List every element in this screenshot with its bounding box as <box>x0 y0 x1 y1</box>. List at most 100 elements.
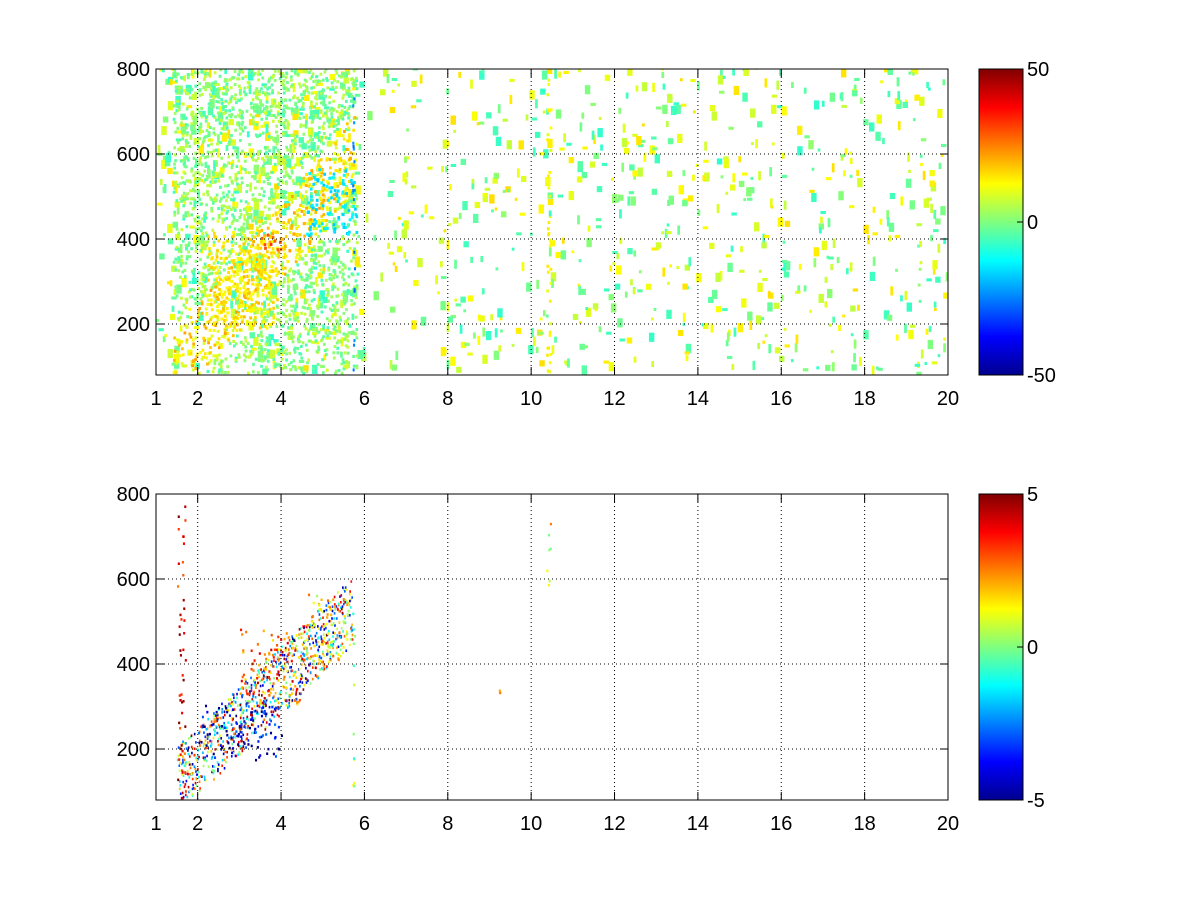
heatmap-cell <box>227 190 231 194</box>
heatmap-cell <box>314 623 316 627</box>
heatmap-cell <box>295 690 298 694</box>
heatmap-cell <box>285 180 288 184</box>
heatmap-cell <box>339 202 342 206</box>
heatmap-feature-cell <box>267 280 271 284</box>
heatmap-cell <box>198 281 202 285</box>
heatmap-cell <box>333 603 336 606</box>
heatmap-feature-cell <box>252 309 255 313</box>
heatmap-cell <box>545 314 549 318</box>
heatmap-cell <box>888 235 892 242</box>
heatmap-cell <box>234 149 238 153</box>
heatmap-cell <box>290 309 294 313</box>
heatmap-cell <box>932 268 936 275</box>
heatmap-feature-cell <box>246 237 250 241</box>
heatmap-feature-cell <box>332 229 336 233</box>
heatmap-cell <box>352 128 355 132</box>
heatmap-cell <box>305 113 308 123</box>
heatmap-cell <box>220 101 224 105</box>
heatmap-cell <box>200 70 204 74</box>
heatmap-cell <box>352 83 355 87</box>
heatmap-feature-cell <box>546 264 550 268</box>
heatmap-cell <box>194 151 198 155</box>
heatmap-cell <box>226 78 229 82</box>
heatmap-cell <box>177 256 180 263</box>
heatmap-cell <box>333 285 337 289</box>
heatmap-cell <box>350 580 353 583</box>
heatmap-cell <box>210 740 213 743</box>
heatmap-cell <box>410 185 417 189</box>
heatmap-cell <box>288 638 291 642</box>
heatmap-cell <box>329 118 336 128</box>
heatmap-cell <box>265 721 268 724</box>
heatmap-cell <box>669 264 673 268</box>
heatmap-cell <box>616 265 622 275</box>
heatmap-feature-cell <box>268 651 271 655</box>
heatmap-feature-cell <box>241 686 244 689</box>
heatmap-cell <box>926 197 932 201</box>
heatmap-cell <box>193 92 197 96</box>
heatmap-cell <box>315 283 319 287</box>
heatmap-cell <box>314 114 318 118</box>
heatmap-cell <box>238 215 242 220</box>
heatmap-cell <box>342 290 349 300</box>
heatmap-cell <box>354 315 358 319</box>
heatmap-cell <box>213 198 216 202</box>
heatmap-cell <box>217 362 221 366</box>
heatmap-feature-cell <box>261 701 264 705</box>
heatmap-feature-cell <box>234 288 238 292</box>
heatmap-cell <box>355 366 359 370</box>
heatmap-cell <box>305 283 308 287</box>
heatmap-cell <box>209 351 212 355</box>
heatmap-cell <box>351 633 354 637</box>
heatmap-cell <box>333 640 336 643</box>
heatmap-cell <box>201 232 205 236</box>
heatmap-cell <box>242 246 248 253</box>
heatmap-cell <box>842 314 845 318</box>
heatmap-cell <box>250 683 253 687</box>
heatmap-cell <box>204 119 208 123</box>
heatmap-feature-cell <box>235 722 238 725</box>
heatmap-cell <box>579 343 585 350</box>
heatmap-cell <box>203 323 206 327</box>
heatmap-cell <box>935 218 941 225</box>
heatmap-cell <box>298 82 301 86</box>
heatmap-cell <box>340 299 346 306</box>
heatmap-cell <box>298 246 302 250</box>
heatmap-cell <box>296 649 299 653</box>
heatmap-cell <box>296 213 300 217</box>
heatmap-cell <box>335 637 337 641</box>
heatmap-cell <box>337 265 341 269</box>
heatmap-cell <box>294 292 297 296</box>
heatmap-cell <box>779 69 782 76</box>
heatmap-cell <box>231 290 237 300</box>
heatmap-cell <box>194 336 198 340</box>
heatmap-cell <box>322 131 326 136</box>
heatmap-cell <box>446 359 450 369</box>
heatmap-cell <box>396 246 403 253</box>
heatmap-cell <box>197 770 200 774</box>
heatmap-cell <box>271 247 275 251</box>
heatmap-cell <box>411 320 417 330</box>
heatmap-cell <box>228 736 230 740</box>
heatmap-cell <box>328 331 332 335</box>
heatmap-cell <box>197 220 201 224</box>
heatmap-cell <box>213 71 217 75</box>
heatmap-cell <box>274 362 277 366</box>
heatmap-cell <box>183 268 187 272</box>
heatmap-cell <box>333 612 336 615</box>
heatmap-feature-cell <box>269 269 273 273</box>
heatmap-cell <box>266 172 270 176</box>
heatmap-cell <box>212 261 216 265</box>
heatmap-feature-cell <box>311 222 315 226</box>
heatmap-cell <box>257 269 260 273</box>
heatmap-cell <box>568 157 575 164</box>
heatmap-cell <box>272 710 275 714</box>
heatmap-cell <box>347 331 351 335</box>
heatmap-cell <box>237 355 241 359</box>
heatmap-cell <box>420 214 424 218</box>
heatmap-cell <box>923 198 930 208</box>
heatmap-cell <box>273 340 277 344</box>
heatmap-cell <box>159 178 163 186</box>
heatmap-cell <box>257 217 264 224</box>
heatmap-cell <box>325 114 329 118</box>
